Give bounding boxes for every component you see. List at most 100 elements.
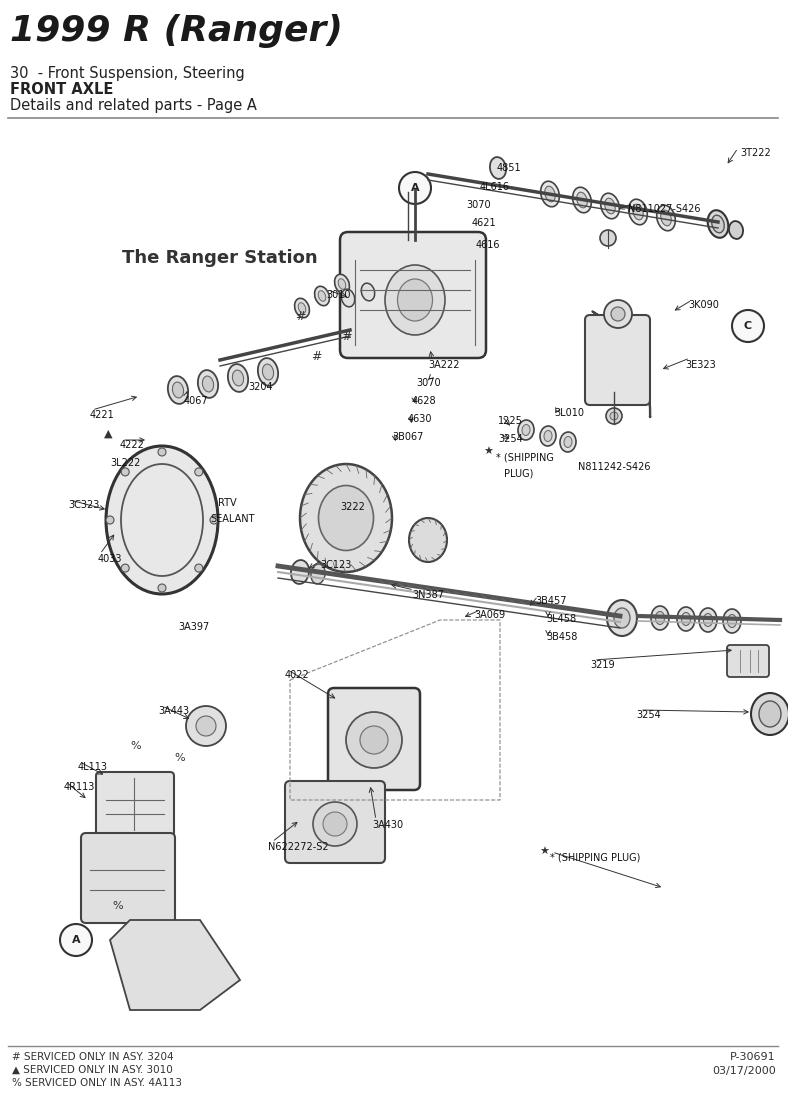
Text: 3A222: 3A222	[428, 359, 459, 370]
Text: 3N387: 3N387	[412, 590, 444, 600]
Circle shape	[196, 716, 216, 737]
Ellipse shape	[629, 199, 647, 225]
Text: 4616: 4616	[476, 240, 500, 250]
Text: 3L010: 3L010	[554, 408, 584, 418]
FancyBboxPatch shape	[81, 833, 175, 923]
Circle shape	[732, 310, 764, 342]
Text: 4033: 4033	[98, 553, 122, 564]
Ellipse shape	[314, 286, 329, 306]
Ellipse shape	[656, 205, 675, 231]
Ellipse shape	[298, 302, 306, 313]
Text: ★: ★	[483, 447, 493, 457]
Text: ★: ★	[539, 847, 549, 857]
FancyBboxPatch shape	[340, 232, 486, 358]
Ellipse shape	[291, 560, 309, 584]
Ellipse shape	[708, 210, 728, 238]
Text: ▲ SERVICED ONLY IN ASY. 3010: ▲ SERVICED ONLY IN ASY. 3010	[12, 1065, 173, 1075]
Ellipse shape	[751, 693, 788, 735]
Ellipse shape	[385, 265, 445, 335]
Circle shape	[60, 924, 92, 956]
Circle shape	[606, 408, 622, 424]
Text: * (SHIPPING: * (SHIPPING	[496, 452, 554, 463]
Circle shape	[186, 706, 226, 746]
Text: A: A	[72, 935, 80, 945]
Circle shape	[158, 584, 166, 592]
Text: 3254: 3254	[498, 434, 522, 444]
Ellipse shape	[335, 274, 349, 294]
Text: N811027-S426: N811027-S426	[628, 204, 701, 214]
Ellipse shape	[677, 607, 695, 631]
Text: #: #	[295, 309, 305, 322]
Ellipse shape	[362, 283, 375, 301]
Ellipse shape	[573, 187, 591, 213]
Text: 3E323: 3E323	[685, 359, 716, 370]
Ellipse shape	[490, 157, 506, 179]
Text: 4630: 4630	[408, 414, 433, 424]
Text: 3B457: 3B457	[535, 596, 567, 606]
Ellipse shape	[759, 701, 781, 727]
Ellipse shape	[168, 376, 188, 404]
Text: 3B458: 3B458	[546, 632, 578, 642]
Circle shape	[611, 307, 625, 321]
Ellipse shape	[614, 608, 630, 628]
Circle shape	[121, 468, 129, 476]
Text: 3A430: 3A430	[372, 820, 403, 830]
Text: %: %	[113, 901, 123, 911]
Text: #: #	[310, 350, 322, 363]
Ellipse shape	[564, 436, 572, 447]
Text: 3219: 3219	[590, 660, 615, 670]
Ellipse shape	[518, 420, 534, 439]
Text: 3A069: 3A069	[474, 610, 505, 620]
Ellipse shape	[203, 376, 214, 392]
Circle shape	[195, 564, 203, 572]
Text: 4022: 4022	[285, 670, 310, 680]
Ellipse shape	[300, 464, 392, 572]
Text: 4851: 4851	[497, 163, 522, 173]
Ellipse shape	[704, 614, 712, 627]
Ellipse shape	[198, 370, 218, 398]
Ellipse shape	[295, 298, 310, 318]
Ellipse shape	[262, 364, 273, 380]
Ellipse shape	[712, 215, 724, 232]
Text: #: #	[340, 330, 351, 342]
Text: 4222: 4222	[120, 439, 145, 450]
Text: 30  - Front Suspension, Steering: 30 - Front Suspension, Steering	[10, 66, 245, 81]
Text: 3A443: 3A443	[158, 706, 189, 716]
Circle shape	[106, 516, 114, 524]
Circle shape	[604, 300, 632, 328]
Ellipse shape	[540, 426, 556, 446]
Ellipse shape	[522, 424, 530, 435]
Ellipse shape	[656, 612, 664, 625]
Ellipse shape	[604, 198, 615, 214]
Ellipse shape	[600, 193, 619, 219]
Ellipse shape	[651, 606, 669, 630]
Ellipse shape	[397, 279, 433, 321]
Ellipse shape	[173, 383, 184, 398]
Text: 4L616: 4L616	[480, 182, 510, 192]
Text: %: %	[175, 753, 185, 763]
FancyArrowPatch shape	[593, 311, 650, 418]
FancyBboxPatch shape	[285, 781, 385, 863]
Text: 3222: 3222	[340, 502, 365, 512]
Text: 3010: 3010	[326, 290, 351, 300]
Text: 4067: 4067	[184, 396, 209, 406]
Text: 3K090: 3K090	[688, 300, 719, 310]
Text: The Ranger Station: The Ranger Station	[122, 249, 318, 267]
Ellipse shape	[699, 608, 717, 632]
Ellipse shape	[311, 564, 325, 584]
Circle shape	[323, 812, 347, 836]
Text: P-30691: P-30691	[730, 1052, 776, 1062]
Ellipse shape	[633, 204, 643, 220]
Ellipse shape	[544, 431, 552, 442]
Circle shape	[610, 412, 618, 420]
Text: 4221: 4221	[90, 410, 115, 420]
Text: 3204: 3204	[248, 383, 273, 392]
Circle shape	[195, 468, 203, 476]
Ellipse shape	[607, 600, 637, 636]
Text: C: C	[744, 321, 752, 331]
Text: SEALANT: SEALANT	[210, 514, 255, 524]
Circle shape	[121, 564, 129, 572]
Text: %: %	[131, 741, 141, 751]
Ellipse shape	[577, 192, 587, 208]
Text: FRONT AXLE: FRONT AXLE	[10, 82, 113, 98]
